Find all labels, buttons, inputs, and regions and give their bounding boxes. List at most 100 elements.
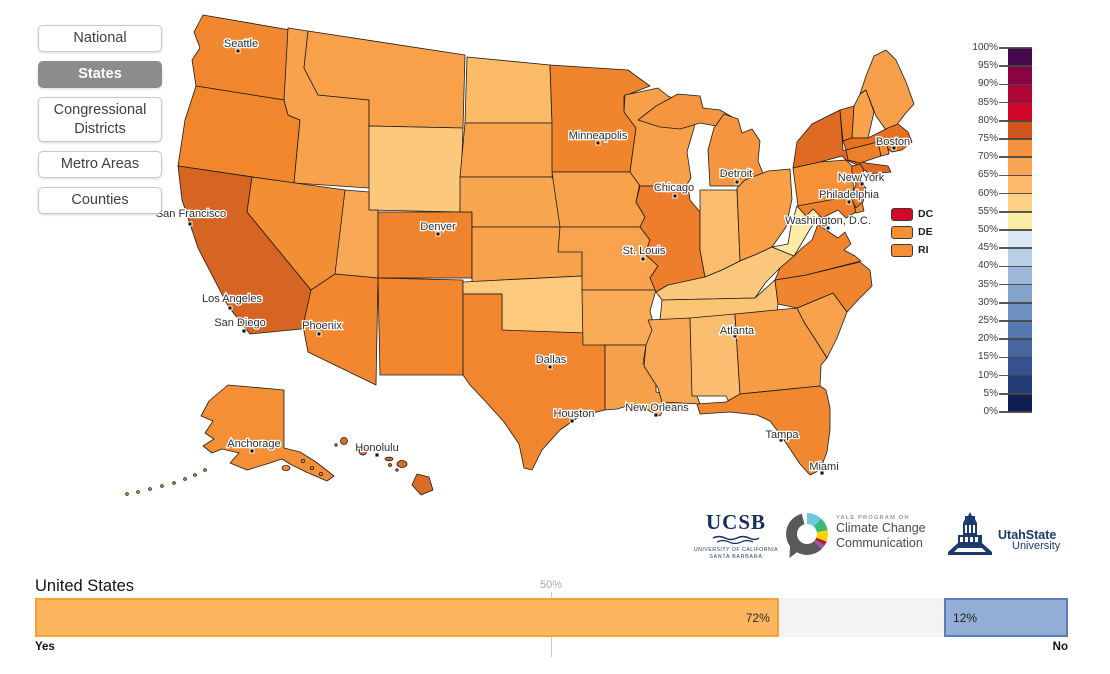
city-label: Honolulu <box>355 442 398 454</box>
small-state-legend: DC DE RI <box>891 207 933 261</box>
state-texas[interactable] <box>462 293 606 471</box>
state-north-carolina[interactable] <box>774 261 873 313</box>
nav-button-metro-areas[interactable]: Metro Areas <box>38 151 162 179</box>
colorbar-segment <box>1008 193 1032 212</box>
colorbar-segment <box>1008 211 1032 230</box>
colorbar-tick-label: 85% <box>977 96 998 108</box>
fifty-percent-gridline-label: 50% <box>539 579 563 591</box>
no-bar[interactable]: 12% <box>944 598 1068 637</box>
colorbar-segment <box>1008 393 1032 412</box>
yes-axis-label: Yes <box>35 641 55 653</box>
city-label: Atlanta <box>720 325 755 337</box>
city-label: Denver <box>420 221 456 233</box>
opinion-bar-track: 72% 12% <box>35 598 1068 637</box>
hawaii-niihau <box>334 443 338 447</box>
city-label: Chicago <box>654 182 694 194</box>
usu-name2: University <box>1012 540 1061 552</box>
colorbar-tick-label: 55% <box>977 205 998 217</box>
old-main-tower-icon <box>948 512 992 555</box>
colorbar-tick <box>999 211 1032 213</box>
colorbar-segment <box>1008 157 1032 176</box>
state-wyoming[interactable] <box>368 125 464 213</box>
utah-state-logo: UtahState University <box>946 510 1060 558</box>
city-dot <box>819 470 825 476</box>
state-new-mexico[interactable] <box>377 277 464 376</box>
state-south-dakota[interactable] <box>459 122 557 178</box>
nav-button-congressional-districts[interactable]: Congressional Districts <box>38 96 162 143</box>
city-labels-layer: Seattle San Francisco Los Angeles San Diego… <box>155 37 911 476</box>
colorbar-tick <box>999 247 1032 249</box>
colorbar-segment <box>1008 102 1032 121</box>
geography-nav: National States Congressional Districts … <box>38 25 162 215</box>
colorbar-legend: 100% 95% 90% 85% 80% 75% 70% 65% 60% 55% 50% 45% 40%… <box>972 42 1032 417</box>
aleutian-island <box>193 473 197 477</box>
hawaii-maui[interactable] <box>396 460 408 468</box>
colorbar-tick <box>999 283 1032 286</box>
city-dot <box>653 412 659 418</box>
colorbar-segment <box>1008 138 1032 158</box>
aleutian-island <box>160 484 164 488</box>
city-dot <box>249 448 255 454</box>
colorbar-segment <box>1008 229 1032 249</box>
hawaii-kauai[interactable] <box>340 437 348 445</box>
speech-bubble-donut-icon <box>784 513 828 561</box>
city-dot <box>435 231 441 237</box>
nav-button-states[interactable]: States <box>38 60 162 88</box>
colorbar-tick <box>999 393 1032 395</box>
state-florida[interactable] <box>696 385 831 476</box>
nav-button-counties[interactable]: Counties <box>38 187 162 215</box>
colorbar-segment <box>1008 339 1032 358</box>
colorbar-tick <box>999 320 1032 322</box>
state-connecticut[interactable] <box>845 141 882 164</box>
state-iowa[interactable] <box>551 171 646 228</box>
city-dot <box>316 331 322 337</box>
state-new-jersey[interactable] <box>850 163 867 209</box>
city-dot <box>241 328 247 334</box>
city-dot <box>187 221 193 227</box>
nav-button-national[interactable]: National <box>38 25 162 52</box>
colorbar-tick-label: 100% <box>972 42 998 53</box>
colorbar-tick-label: 40% <box>977 260 998 272</box>
legend-row-dc: DC <box>891 207 933 221</box>
city-label: New York <box>838 172 885 184</box>
colorbar-segment <box>1008 284 1032 303</box>
state-north-dakota[interactable] <box>464 56 553 124</box>
state-rhode-island[interactable] <box>877 139 890 157</box>
hawaii-oahu[interactable] <box>358 446 368 456</box>
ucsb-waves-icon <box>712 535 760 544</box>
yale-line2: Communication <box>836 535 923 550</box>
state-washington[interactable] <box>191 14 291 101</box>
colorbar-tick-label: 10% <box>977 369 998 381</box>
ucsb-university-line: UNIVERSITY OF CALIFORNIA <box>693 547 779 553</box>
state-alaska[interactable] <box>200 384 335 482</box>
colorbar-tick <box>999 192 1032 195</box>
city-label: Minneapolis <box>569 130 628 142</box>
legend-label-de: DE <box>918 226 933 238</box>
ucsb-logo: UCSB UNIVERSITY OF CALIFORNIA SANTA BARB… <box>692 510 780 560</box>
city-label: Anchorage <box>227 438 280 450</box>
colorbar-segment <box>1008 120 1032 139</box>
bottom-chart-title: United States <box>35 577 135 595</box>
aleutian-island <box>172 481 176 485</box>
colorbar-tick <box>999 174 1032 177</box>
yes-bar[interactable]: 72% <box>35 598 779 637</box>
state-virginia[interactable] <box>774 223 862 281</box>
state-michigan-upper[interactable] <box>637 93 735 130</box>
city-label: Phoenix <box>302 320 342 332</box>
colorbar-tick <box>999 65 1032 67</box>
colorbar-tick <box>999 120 1032 122</box>
colorbar-tick-label: 75% <box>977 133 998 144</box>
colorbar-segment <box>1008 357 1032 376</box>
colorbar-tick-label: 15% <box>977 351 998 363</box>
state-new-york[interactable] <box>792 109 892 175</box>
yes-value-label: 72% <box>745 610 770 625</box>
city-dot <box>825 225 831 231</box>
state-maine[interactable] <box>859 49 915 131</box>
state-arkansas[interactable] <box>581 289 657 346</box>
alaska-se-island <box>300 458 305 463</box>
city-dot <box>734 179 740 185</box>
hawaii-big-island[interactable] <box>411 473 434 496</box>
state-montana[interactable] <box>303 30 466 129</box>
alaska-kodiak-island[interactable] <box>281 465 291 471</box>
